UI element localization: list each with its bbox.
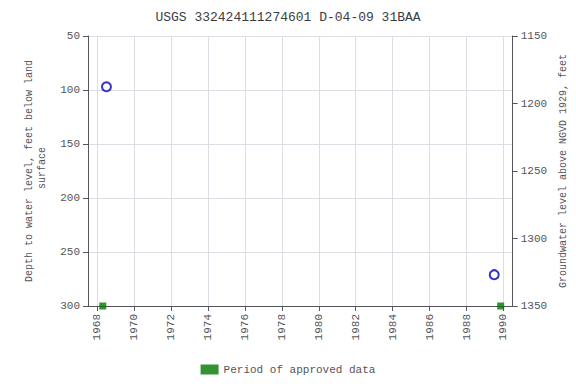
svg-text:1350: 1350: [521, 300, 547, 312]
svg-text:1984: 1984: [387, 314, 399, 341]
svg-text:1300: 1300: [521, 233, 547, 245]
svg-text:1250: 1250: [521, 165, 547, 177]
svg-text:1972: 1972: [165, 314, 177, 340]
svg-text:1986: 1986: [424, 314, 436, 340]
svg-text:1982: 1982: [350, 314, 362, 340]
svg-text:1990: 1990: [497, 314, 509, 340]
svg-text:1200: 1200: [521, 98, 547, 110]
svg-text:surface: surface: [37, 147, 48, 195]
svg-text:1970: 1970: [128, 314, 140, 340]
svg-text:1980: 1980: [313, 314, 325, 340]
svg-text:Groundwater level above NGVD 1: Groundwater level above NGVD 1929, feet: [558, 54, 569, 288]
svg-text:300: 300: [60, 300, 80, 312]
svg-text:Period of approved data: Period of approved data: [224, 364, 376, 376]
svg-text:1976: 1976: [239, 314, 251, 340]
svg-text:1968: 1968: [91, 314, 103, 340]
svg-text:200: 200: [60, 192, 80, 204]
svg-text:Depth to water level, feet bel: Depth to water level, feet below land: [24, 60, 35, 282]
svg-text:250: 250: [60, 246, 80, 258]
svg-text:100: 100: [60, 84, 80, 96]
svg-text:1988: 1988: [461, 314, 473, 340]
svg-text:150: 150: [60, 138, 80, 150]
svg-text:50: 50: [67, 30, 80, 42]
svg-text:1150: 1150: [521, 30, 547, 42]
svg-text:1974: 1974: [202, 314, 214, 341]
svg-text:1978: 1978: [276, 314, 288, 340]
svg-text:USGS 332424111274601 D-04-09 3: USGS 332424111274601 D-04-09 31BAA: [155, 10, 420, 25]
